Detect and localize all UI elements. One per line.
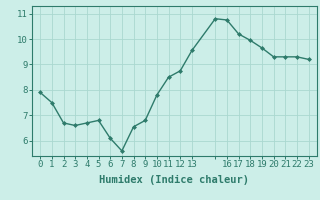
X-axis label: Humidex (Indice chaleur): Humidex (Indice chaleur) bbox=[100, 175, 249, 185]
